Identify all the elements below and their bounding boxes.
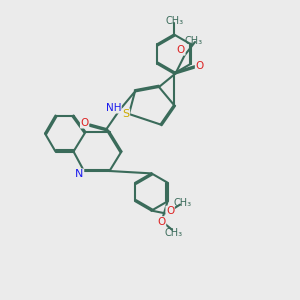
Text: O: O: [177, 45, 185, 55]
Text: O: O: [158, 217, 166, 227]
Text: NH: NH: [106, 103, 121, 113]
Text: CH₃: CH₃: [164, 228, 183, 238]
Text: O: O: [80, 118, 89, 128]
Text: O: O: [195, 61, 204, 71]
Text: O: O: [166, 206, 174, 216]
Text: CH₃: CH₃: [184, 35, 202, 46]
Text: N: N: [75, 169, 84, 179]
Text: CH₃: CH₃: [174, 198, 192, 208]
Text: S: S: [122, 109, 130, 119]
Text: CH₃: CH₃: [166, 16, 184, 26]
